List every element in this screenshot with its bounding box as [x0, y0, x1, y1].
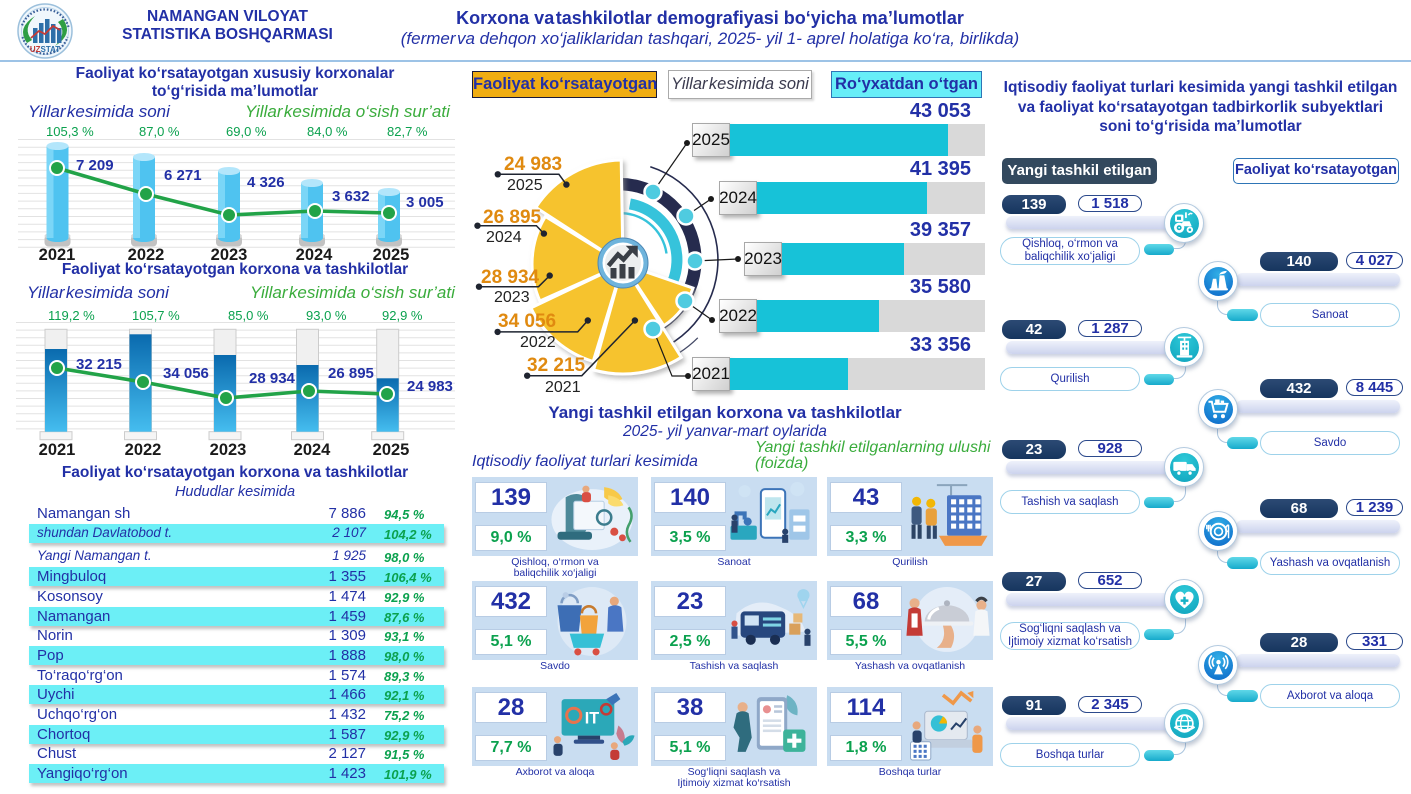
svg-text:UZSTAT: UZSTAT [30, 45, 60, 54]
svg-text:IT: IT [585, 709, 600, 727]
